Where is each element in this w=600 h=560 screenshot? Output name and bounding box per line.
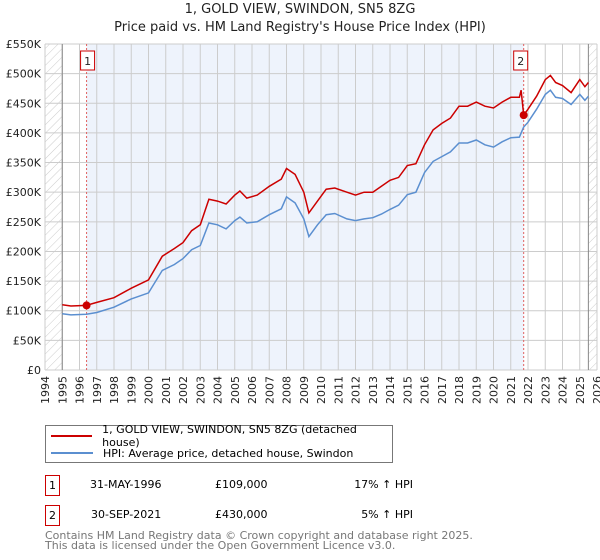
footer: Contains HM Land Registry data © Crown c… <box>45 529 473 552</box>
x-tick-label: 2023 <box>539 376 552 404</box>
x-tick-label: 2019 <box>470 376 483 404</box>
annotation-label: 2 <box>517 55 524 68</box>
x-tick-label: 2024 <box>557 376 570 404</box>
x-tick-label: 2002 <box>177 376 190 404</box>
y-tick-label: £550K <box>6 38 42 51</box>
y-tick-label: £350K <box>6 157 42 170</box>
hatch-before <box>45 44 63 370</box>
hpi-line <box>62 89 589 316</box>
annotation-label: 1 <box>84 55 91 68</box>
x-tick-label: 2016 <box>419 376 432 404</box>
x-tick-label: 2013 <box>367 376 380 404</box>
transaction-price: £430,000 <box>215 508 268 521</box>
x-tick-label: 2017 <box>436 376 449 404</box>
legend-swatch <box>51 435 93 437</box>
x-tick-label: 2026 <box>591 376 600 404</box>
footer-line: Contains HM Land Registry data © Crown c… <box>45 529 473 542</box>
x-tick-label: 2009 <box>298 376 311 404</box>
legend-label: 1, GOLD VIEW, SWINDON, SN5 8ZG (detached… <box>102 423 357 449</box>
legend-label: HPI: Average price, detached house, Swin… <box>103 446 354 460</box>
hatch-after <box>588 44 597 370</box>
annotation-box <box>80 50 96 71</box>
x-tick-label: 2007 <box>263 376 276 404</box>
transaction-hpi: 17% ↑ HPI <box>354 478 413 491</box>
legend-item-property: 1, GOLD VIEW, SWINDON, SN5 8ZG (detached… <box>46 423 392 449</box>
chart-subtitle: Price paid vs. HM Land Registry's House … <box>114 20 486 35</box>
legend-swatch <box>51 452 93 454</box>
x-tick-label: 2001 <box>160 376 173 404</box>
x-tick-label: 2022 <box>522 376 535 404</box>
x-tick-label: 2025 <box>574 376 587 404</box>
x-tick-label: 2000 <box>143 376 156 404</box>
x-tick-label: 2015 <box>401 376 414 404</box>
sale-point <box>519 111 528 120</box>
annotation-box <box>513 50 529 71</box>
y-tick-label: £500K <box>6 68 42 81</box>
footer-line: This data is licensed under the Open Gov… <box>45 539 396 552</box>
x-tick-label: 2008 <box>281 376 294 404</box>
x-tick-label: 1994 <box>39 376 52 404</box>
chart-plot: 1994 1995 1996 1997 1998 1999 2000 2001 2002 2003… <box>6 38 600 404</box>
y-tick-label: £200K <box>6 245 42 258</box>
transaction-date: 30-SEP-2021 <box>91 508 162 521</box>
x-tick-label: 1999 <box>125 376 138 404</box>
x-tick-label: 2004 <box>212 376 225 404</box>
y-tick-label: £150K <box>6 275 42 288</box>
x-tick-label: 2005 <box>229 376 242 404</box>
ownership-shading <box>86 44 524 370</box>
transaction-date: 31-MAY-1996 <box>90 478 162 491</box>
x-tick-label: 1995 <box>56 376 69 404</box>
x-tick-label: 2021 <box>505 376 518 404</box>
y-tick-label: £300K <box>6 186 42 199</box>
transaction-row: 1 31-MAY-1996 £109,000 17% ↑ HPI <box>45 475 413 496</box>
y-tick-label: £400K <box>6 127 42 140</box>
x-tick-label: 1998 <box>108 376 121 404</box>
transaction-price: £109,000 <box>215 478 268 491</box>
chart-title: 1, GOLD VIEW, SWINDON, SN5 8ZG <box>184 2 416 17</box>
legend-item-hpi: HPI: Average price, detached house, Swin… <box>46 445 353 461</box>
x-tick-label: 2020 <box>488 376 501 404</box>
marker-badge: 2 <box>45 505 60 526</box>
x-tick-label: 2006 <box>246 376 259 404</box>
x-tick-label: 2014 <box>384 376 397 404</box>
y-tick-label: £50K <box>13 334 42 347</box>
transaction-row: 2 30-SEP-2021 £430,000 5% ↑ HPI <box>45 505 413 526</box>
sale-point <box>82 301 91 310</box>
x-tick-label: 2011 <box>332 376 345 404</box>
x-tick-label: 2018 <box>453 376 466 404</box>
transaction-hpi: 5% ↑ HPI <box>361 508 413 521</box>
y-tick-label: £100K <box>6 305 42 318</box>
marker-badge: 1 <box>45 475 60 496</box>
x-tick-label: 1996 <box>74 376 87 404</box>
x-tick-label: 2010 <box>315 376 328 404</box>
x-tick-label: 1997 <box>91 376 104 404</box>
y-tick-label: £250K <box>6 216 42 229</box>
x-tick-label: 2003 <box>194 376 207 404</box>
y-tick-label: £450K <box>6 97 42 110</box>
y-tick-label: £0 <box>27 364 41 377</box>
x-tick-label: 2012 <box>350 376 363 404</box>
legend: 1, GOLD VIEW, SWINDON, SN5 8ZG (detached… <box>45 423 393 463</box>
